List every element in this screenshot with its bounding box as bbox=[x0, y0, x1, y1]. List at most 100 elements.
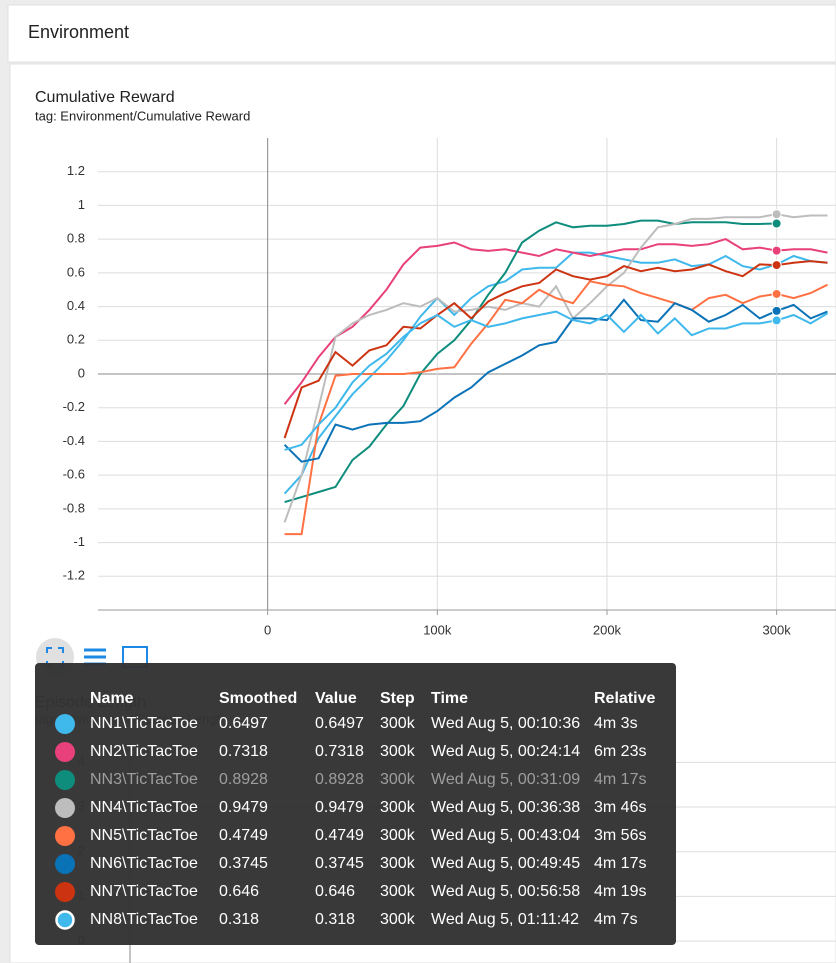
chart-subtitle: tag: Environment/Cumulative Reward bbox=[35, 108, 250, 123]
y-tick-label: 0.2 bbox=[67, 332, 85, 347]
tooltip-table: Name Smoothed Value Step Time Relative NN1\Tic… bbox=[55, 690, 655, 930]
x-tick-label: 0 bbox=[264, 622, 271, 637]
column-header: Step bbox=[380, 690, 415, 707]
x-tick-label: 200k bbox=[593, 622, 622, 637]
tooltip-cell: 0.9479 bbox=[315, 799, 364, 816]
series-swatch bbox=[55, 770, 75, 790]
series-swatch bbox=[55, 798, 75, 818]
y-tick-label: 0.4 bbox=[67, 298, 85, 313]
tooltip-cell: 300k bbox=[380, 855, 416, 872]
y-tick-label: 1.2 bbox=[67, 163, 85, 178]
column-header: Value bbox=[315, 690, 357, 707]
tooltip-cell: 0.318 bbox=[315, 911, 355, 928]
fullscreen-icon bbox=[46, 647, 64, 667]
tooltip-cell: Wed Aug 5, 00:31:09 bbox=[431, 771, 580, 788]
tooltip-cell: 0.3745 bbox=[315, 855, 364, 872]
tooltip-cell: 0.7318 bbox=[315, 743, 364, 760]
tooltip-cell: Wed Aug 5, 00:56:58 bbox=[431, 883, 580, 900]
column-header: Smoothed bbox=[219, 690, 297, 707]
y-tick-label: -0.8 bbox=[63, 500, 85, 515]
tooltip-cell: NN8\TicTacToe bbox=[90, 911, 198, 928]
series-lines bbox=[283, 209, 829, 536]
tooltip-cell: 300k bbox=[380, 743, 416, 760]
y-tick-label: -1 bbox=[73, 534, 85, 549]
tooltip-cell: 300k bbox=[380, 715, 416, 732]
series-line bbox=[284, 280, 828, 536]
column-header: Name bbox=[90, 690, 134, 707]
y-tick-label: -0.2 bbox=[63, 399, 85, 414]
tooltip-cell: NN2\TicTacToe bbox=[90, 743, 198, 760]
plot: 1.2 1 0.8 0.6 0.4 0.2 0 -0.2 -0.4 -0.6 -0.8 -1 -1.2 0… bbox=[63, 138, 836, 637]
tooltip-cell: 0.6497 bbox=[315, 715, 364, 732]
chart-title: Cumulative Reward bbox=[35, 89, 175, 106]
y-tick-label: -1.2 bbox=[63, 568, 85, 583]
tooltip-cell: 0.7318 bbox=[219, 743, 268, 760]
tooltip-cell: 300k bbox=[380, 827, 416, 844]
series-swatch bbox=[55, 742, 75, 762]
tooltip-cell: Wed Aug 5, 00:36:38 bbox=[431, 799, 580, 816]
tooltip-cell: 6m 23s bbox=[594, 743, 646, 760]
series-line bbox=[283, 238, 828, 405]
series-line bbox=[283, 298, 828, 463]
tooltip bbox=[35, 663, 676, 945]
tooltip-cell: Wed Aug 5, 00:49:45 bbox=[431, 855, 580, 872]
tooltip-cell: NN7\TicTacToe bbox=[90, 883, 198, 900]
y-tick-label: 0.8 bbox=[67, 231, 85, 246]
series-line bbox=[283, 251, 828, 495]
series-line bbox=[284, 219, 777, 504]
tooltip-cell: Wed Aug 5, 00:43:04 bbox=[431, 827, 580, 844]
series-swatch bbox=[55, 910, 75, 930]
tooltip-cell: 0.3745 bbox=[219, 855, 268, 872]
tooltip-cell: 4m 17s bbox=[594, 855, 646, 872]
tooltip-cell: 300k bbox=[380, 883, 416, 900]
tooltip-cell: 3m 56s bbox=[594, 827, 646, 844]
y-tick-label: -0.4 bbox=[63, 433, 85, 448]
series-swatch bbox=[55, 854, 75, 874]
hover-point bbox=[771, 218, 782, 229]
tooltip-cell: 0.646 bbox=[219, 883, 259, 900]
tooltip-cell: NN6\TicTacToe bbox=[90, 855, 198, 872]
hover-point bbox=[771, 209, 782, 220]
tooltip-cell: 0.8928 bbox=[315, 771, 364, 788]
tooltip-cell: 4m 7s bbox=[594, 911, 638, 928]
series-line bbox=[283, 260, 828, 439]
hover-point bbox=[771, 260, 782, 271]
tooltip-cell: NN3\TicTacToe bbox=[90, 771, 198, 788]
tooltip-cell: NN4\TicTacToe bbox=[90, 799, 198, 816]
hover-point bbox=[771, 315, 782, 326]
column-header: Relative bbox=[594, 690, 655, 707]
tooltip-cell: Wed Aug 5, 00:24:14 bbox=[431, 743, 580, 760]
tooltip-cell: 0.8928 bbox=[219, 771, 268, 788]
hover-point bbox=[771, 245, 782, 256]
x-tick-label: 100k bbox=[423, 622, 452, 637]
tooltip-cell: 0.9479 bbox=[219, 799, 268, 816]
y-tick-label: 0 bbox=[78, 365, 85, 380]
y-tick-label: -0.6 bbox=[63, 467, 85, 482]
tooltip-cell: 0.4749 bbox=[219, 827, 268, 844]
tooltip-cell: 0.4749 bbox=[315, 827, 364, 844]
tooltip-cell: 300k bbox=[380, 799, 416, 816]
tooltip-cell: 0.646 bbox=[315, 883, 355, 900]
header-bar bbox=[7, 4, 836, 63]
tooltip-cell: 300k bbox=[380, 911, 416, 928]
tooltip-cell: 4m 3s bbox=[594, 715, 638, 732]
header-title: Environment bbox=[28, 22, 129, 42]
tooltip-cell: 4m 17s bbox=[594, 771, 646, 788]
series-swatch bbox=[55, 826, 75, 846]
series-line bbox=[284, 310, 829, 451]
y-tick-label: 0.6 bbox=[67, 264, 85, 279]
x-tick-label: 300k bbox=[763, 622, 792, 637]
hover-point bbox=[771, 305, 782, 316]
tooltip-cell: NN1\TicTacToe bbox=[90, 715, 198, 732]
tooltip-cell: Wed Aug 5, 00:10:36 bbox=[431, 715, 580, 732]
tooltip-cell: 3m 46s bbox=[594, 799, 646, 816]
series-swatch bbox=[55, 882, 75, 902]
series-line bbox=[283, 213, 828, 523]
hover-point bbox=[771, 288, 782, 299]
series-swatch bbox=[55, 714, 75, 734]
tooltip-cell: 0.6497 bbox=[219, 715, 268, 732]
tooltip-cell: 4m 19s bbox=[594, 883, 646, 900]
tooltip-cell: Wed Aug 5, 01:11:42 bbox=[431, 911, 579, 928]
